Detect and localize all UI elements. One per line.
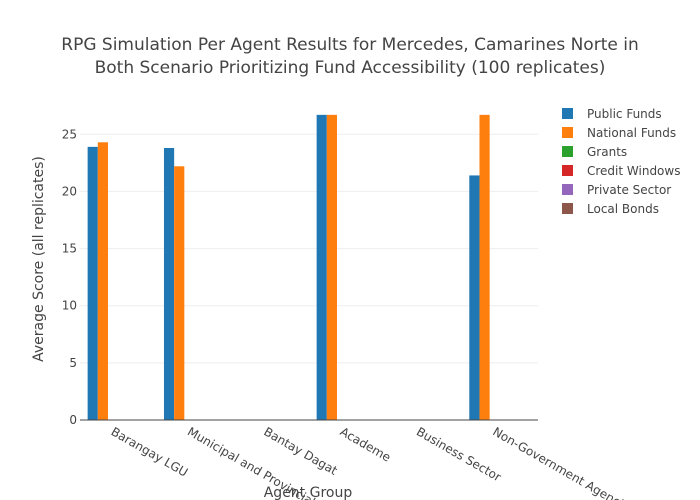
x-tick-label: Academe [338,424,394,464]
bars [87,114,490,421]
y-axis-ticks: 0 5 10 15 20 25 [62,127,77,427]
legend-item[interactable]: Grants [562,145,627,159]
bar[interactable] [316,114,327,420]
legend-item[interactable]: Local Bonds [562,202,659,216]
chart-title-line-1: RPG Simulation Per Agent Results for Mer… [61,35,638,55]
bar[interactable] [163,148,175,420]
x-axis-title: Agent Group [264,485,353,500]
y-tick-label: 15 [62,242,77,256]
legend-label: Grants [587,145,627,159]
legend-swatch [562,146,573,157]
y-tick-label: 0 [69,413,77,427]
x-tick-label: Barangay LGU [109,424,191,479]
y-tick-label: 25 [62,127,77,141]
legend-label: Local Bonds [587,202,659,216]
bar[interactable] [469,175,480,420]
legend-swatch [562,184,573,195]
legend-label: Credit Windows [587,164,680,178]
gridlines [80,133,538,364]
legend-item[interactable]: National Funds [562,126,676,140]
legend-label: Private Sector [587,183,671,197]
legend-item[interactable]: Public Funds [562,107,662,121]
y-axis-title: Average Score (all replicates) [31,156,47,362]
bar[interactable] [479,114,490,420]
bar[interactable] [326,114,337,420]
x-tick-label: Bantay Dagat [261,424,340,477]
x-tick-label: Business Sector [414,424,504,484]
y-tick-label: 20 [62,184,77,198]
legend-item[interactable]: Private Sector [562,183,671,197]
legend-label: National Funds [587,126,676,140]
chart-title: RPG Simulation Per Agent Results for Mer… [61,35,638,78]
legend-swatch [562,108,573,119]
legend-swatch [562,165,573,176]
bar[interactable] [87,146,98,420]
legend-label: Public Funds [587,107,662,121]
chart-title-line-2: Both Scenario Prioritizing Fund Accessib… [95,58,606,78]
y-tick-label: 5 [69,356,77,370]
y-tick-label: 10 [62,299,77,313]
x-tick-label: Non-Government Agencies [490,424,637,500]
legend: Public Funds National Funds Grants Credit W… [562,107,680,216]
legend-swatch [562,127,573,138]
legend-swatch [562,203,573,214]
bar[interactable] [174,166,185,420]
legend-item[interactable]: Credit Windows [562,164,680,178]
bar[interactable] [97,142,108,421]
